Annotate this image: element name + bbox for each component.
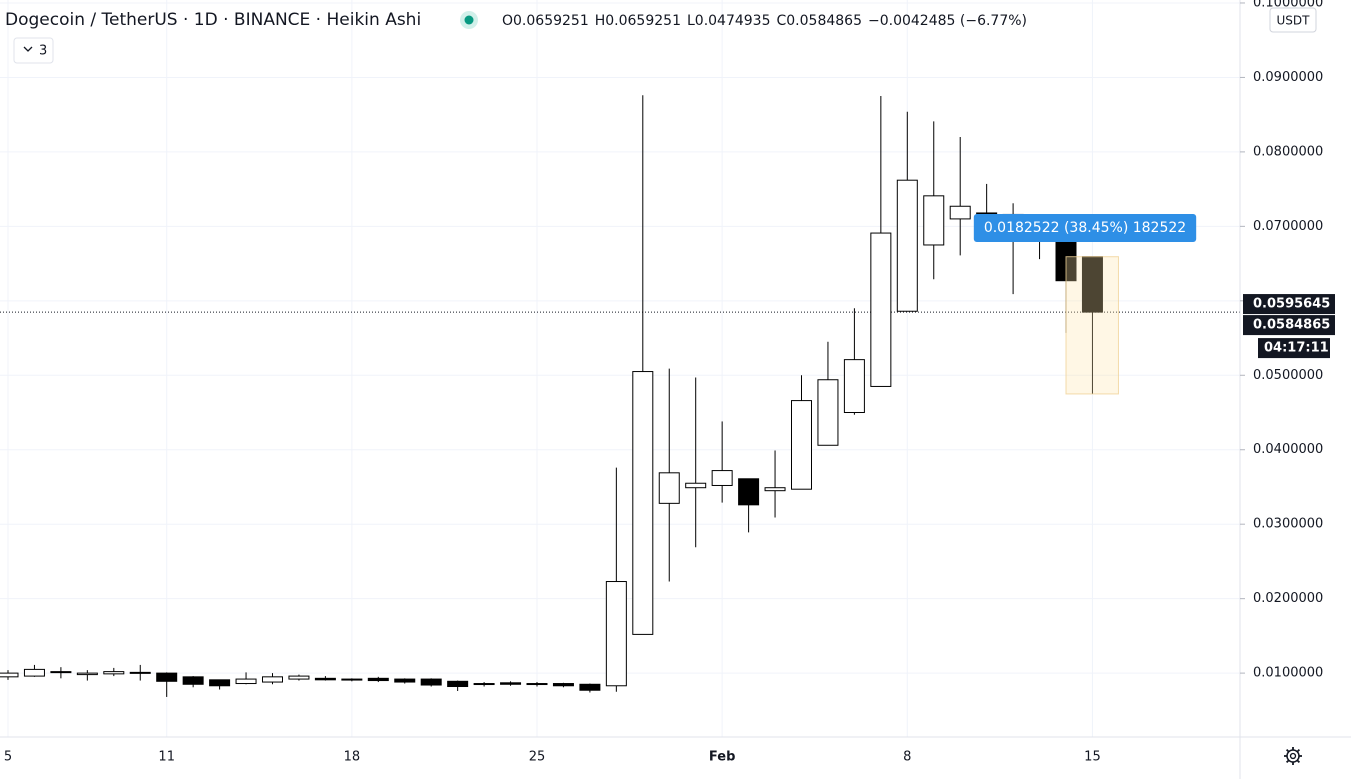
candle-body <box>129 671 151 674</box>
y-tick-label: 0.0800000 <box>1253 144 1323 159</box>
y-tick-label: 0.1000000 <box>1253 0 1323 10</box>
symbol-title[interactable]: Dogecoin / TetherUS · 1D · BINANCE · Hei… <box>5 10 421 30</box>
indicator-count: 3 <box>39 44 47 59</box>
candle-body <box>552 683 574 687</box>
candle-body <box>949 205 971 220</box>
last-price-bg <box>1243 315 1335 336</box>
x-tick-label: 5 <box>4 750 12 765</box>
indicators-toggle[interactable] <box>13 37 54 64</box>
y-tick-label: 0.0400000 <box>1253 442 1323 457</box>
candle-body <box>526 683 548 686</box>
countdown: 04:17:11 <box>1264 341 1329 356</box>
x-tick-label: 25 <box>529 750 546 765</box>
gear-teeth <box>1284 747 1302 765</box>
candle-body <box>447 680 469 688</box>
candle-body <box>182 676 204 685</box>
y-tick-label: 0.0200000 <box>1253 591 1323 606</box>
candle-body <box>923 195 945 246</box>
candle-body <box>711 470 733 486</box>
legend-value: C0.0584865 <box>777 13 862 29</box>
currency-button[interactable] <box>1269 7 1317 33</box>
measure-label-bg <box>973 214 1197 242</box>
legend-value: H0.0659251 <box>595 13 681 29</box>
x-tick-label: Feb <box>709 750 735 765</box>
y-tick-label: 0.0500000 <box>1253 368 1323 383</box>
candle-body <box>500 682 522 685</box>
candle-body <box>156 672 178 682</box>
candle-body <box>605 581 627 687</box>
candle-body <box>579 683 601 691</box>
candle-body <box>50 671 72 674</box>
candle-body <box>420 678 442 686</box>
grid <box>0 0 1240 737</box>
crosshair-price: 0.0595645 <box>1253 297 1330 312</box>
candle-body <box>896 179 918 312</box>
ohlc-legend: O0.0659251 H0.0659251 L0.0474935 C0.0584865… <box>502 13 1027 29</box>
gear-hub <box>1289 752 1297 760</box>
legend-value: L0.0474935 <box>687 13 771 29</box>
y-tick-label: 0.0700000 <box>1253 219 1323 234</box>
candle-body <box>394 678 416 683</box>
candle-body <box>843 359 865 414</box>
candle-body <box>473 683 495 686</box>
candle-body <box>235 678 257 685</box>
currency: USDT <box>1277 14 1311 28</box>
legend-value: −0.0042485 (−6.77%) <box>868 13 1027 29</box>
measure-label: 0.0182522 (38.45%) 182522 <box>984 220 1186 236</box>
x-tick-label: 18 <box>344 750 361 765</box>
candle-body <box>288 675 310 680</box>
candle-body <box>791 400 812 490</box>
candle-body <box>341 678 363 681</box>
candle-body <box>209 679 231 687</box>
x-tick-label: 15 <box>1084 750 1101 765</box>
measure-range <box>1065 256 1119 395</box>
candle-body <box>870 232 892 387</box>
candle-body <box>764 487 786 492</box>
candle-body <box>632 371 654 635</box>
candle-body <box>262 676 283 683</box>
x-tick-label: 8 <box>903 750 911 765</box>
candle-body <box>817 379 839 446</box>
y-tick-label: 0.0100000 <box>1253 666 1323 681</box>
x-tick-label: 11 <box>158 750 175 765</box>
candle-body <box>76 672 98 676</box>
chevron-icon <box>23 46 33 52</box>
countdown-bg <box>1258 338 1330 359</box>
candle-body <box>0 672 19 678</box>
candle-body <box>367 677 389 682</box>
candle-body <box>685 482 707 489</box>
status-dot <box>464 15 474 25</box>
legend-value: O0.0659251 <box>502 13 589 29</box>
y-tick-label: 0.0300000 <box>1253 517 1323 532</box>
settings-icon[interactable] <box>1284 747 1302 765</box>
crosshair-price-bg <box>1243 294 1335 315</box>
candle-body <box>23 668 45 677</box>
candle-body <box>738 478 760 506</box>
candle-body <box>658 472 680 504</box>
last-price: 0.0584865 <box>1253 318 1330 333</box>
y-tick-label: 0.0900000 <box>1253 70 1323 85</box>
axes: 0.0100000 0.0200000 0.0300000 0.0400000 0.05… <box>4 0 1335 765</box>
candle-body <box>314 677 336 681</box>
candle-body <box>103 671 125 675</box>
